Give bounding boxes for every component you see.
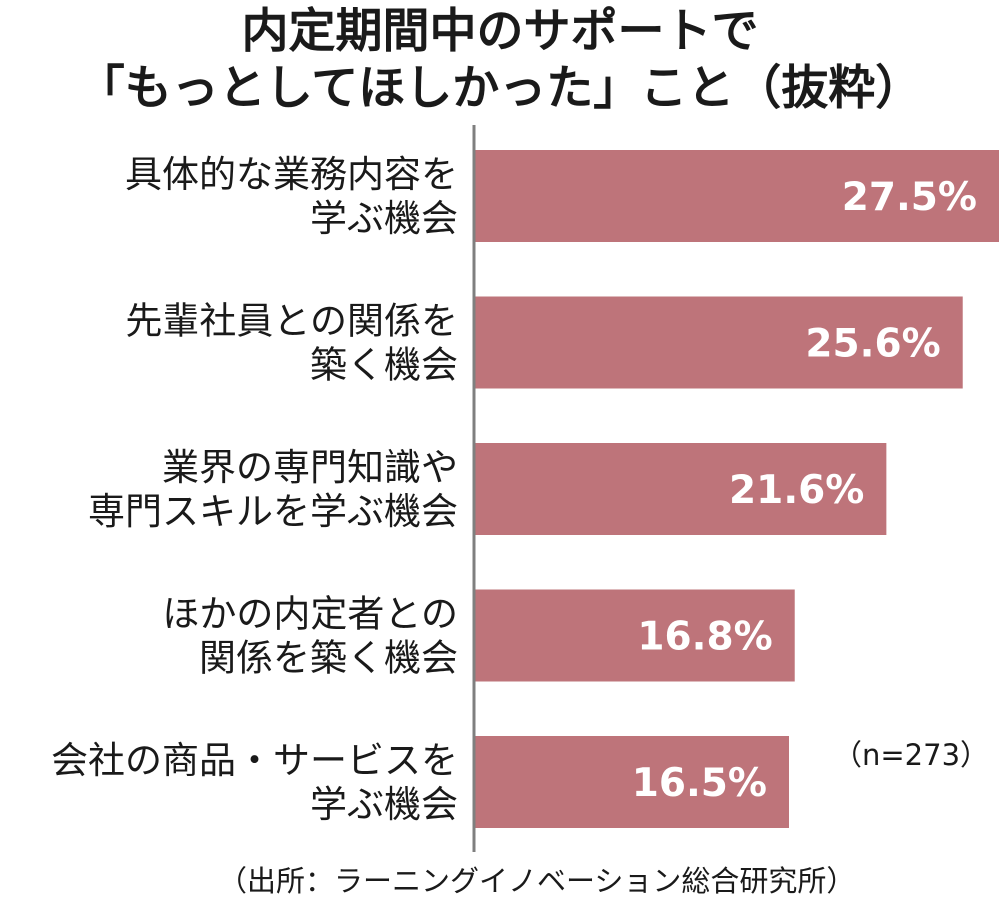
bar [474, 589, 795, 682]
bar-value-label: 16.5% [632, 761, 767, 806]
bar-value-label: 25.6% [805, 322, 940, 367]
bar-value-label: 27.5% [842, 175, 977, 220]
category-label: 具体的な業務内容を [125, 153, 458, 196]
chart-title-line-2: 「もっとしてほしかった」こと（抜粋） [77, 61, 923, 116]
sample-size-note: （n=273） [833, 738, 990, 772]
category-label: 業界の専門知識や [162, 446, 458, 489]
category-label: 学ぶ機会 [310, 783, 458, 826]
category-label: 関係を築く機会 [199, 637, 458, 680]
bar [474, 296, 963, 389]
category-label: 専門スキルを学ぶ機会 [88, 490, 458, 533]
bar [474, 150, 999, 242]
bar-value-label: 21.6% [729, 468, 864, 513]
source-note: （出所：ラーニングイノベーション総合研究所） [218, 864, 856, 898]
bar [474, 443, 887, 535]
category-label: 学ぶ機会 [310, 197, 458, 240]
bar-value-label: 16.8% [637, 615, 772, 660]
category-label: 築く機会 [310, 344, 458, 387]
category-label: 先輩社員との関係を [125, 300, 458, 343]
category-label: 会社の商品・サービスを [51, 739, 458, 782]
chart-title-line-1: 内定期間中のサポートで [241, 4, 759, 59]
category-label: ほかの内定者との [162, 593, 458, 636]
bar [474, 736, 789, 828]
